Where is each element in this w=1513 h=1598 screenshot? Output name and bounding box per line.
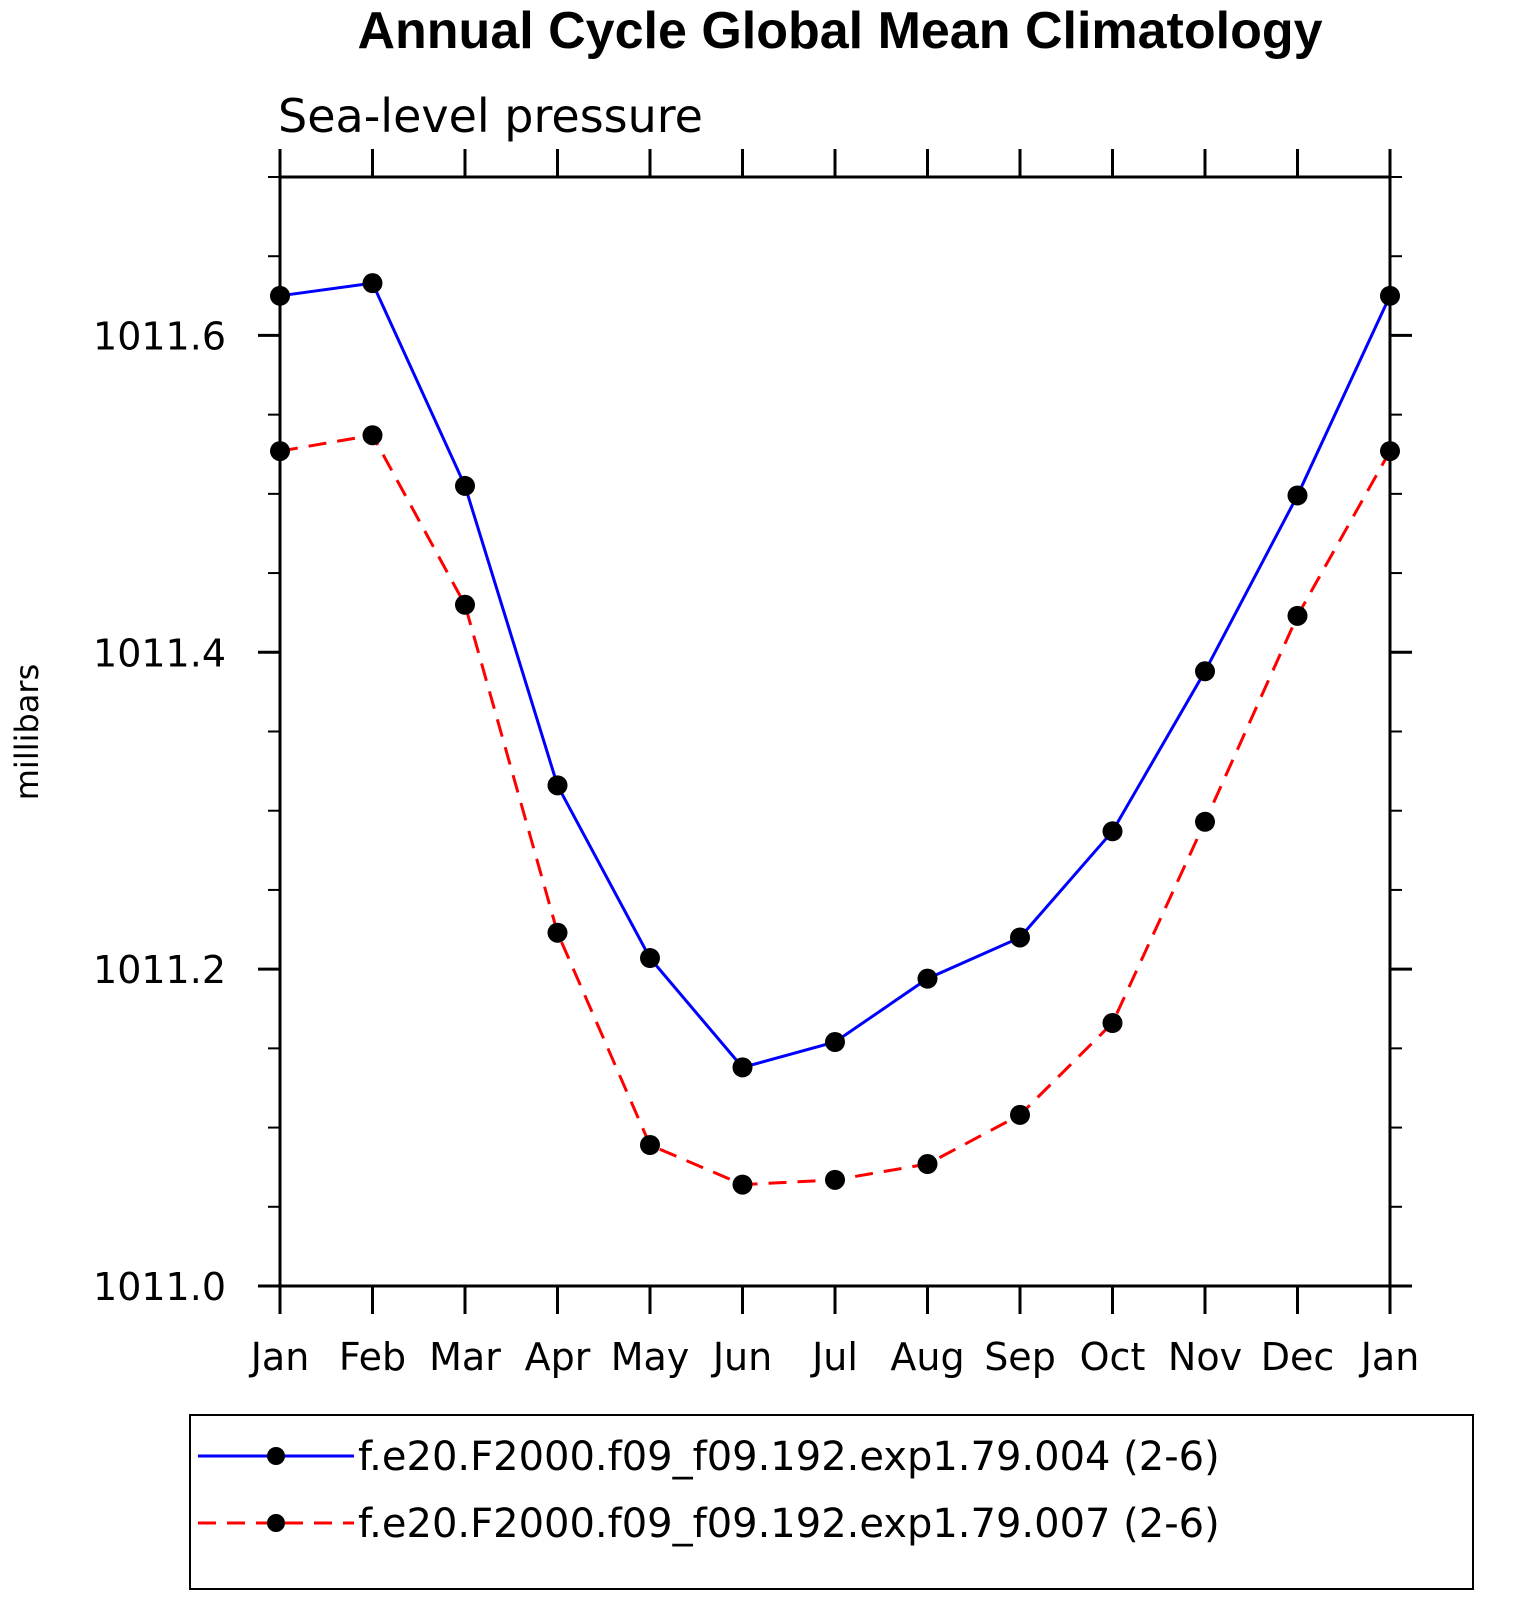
series-layer (270, 273, 1400, 1195)
chart-title: Annual Cycle Global Mean Climatology (357, 2, 1322, 60)
x-tick-label: Mar (429, 1335, 501, 1379)
y-tick-label: 1011.4 (93, 631, 226, 675)
axis-tick-labels: Jan Feb Mar Apr May Jun Jul Aug Sep Oct Nov Dec Jan 1… (93, 314, 1419, 1379)
y-tick-label: 1011.6 (93, 314, 226, 358)
data-point-series-2 (270, 441, 290, 462)
x-tick-label: Aug (890, 1335, 964, 1379)
data-point-series-1 (1195, 661, 1215, 682)
legend-marker-series-2 (267, 1514, 285, 1532)
chart-subtitle: Sea-level pressure (278, 89, 703, 143)
data-point-series-1 (1010, 927, 1030, 948)
data-point-series-1 (1102, 821, 1123, 842)
data-point-series-1 (1287, 485, 1308, 506)
data-point-series-2 (640, 1134, 660, 1155)
y-tick-label: 1011.2 (93, 948, 226, 992)
x-tick-label: Dec (1261, 1335, 1335, 1379)
data-point-series-1 (270, 285, 290, 306)
series-line-1 (279, 281, 1392, 1070)
legend: f.e20.F2000.f09_f09.192.exp1.79.004 (2-6… (189, 1414, 1474, 1590)
x-tick-label: Apr (525, 1335, 591, 1379)
x-tick-label: May (611, 1335, 690, 1379)
x-tick-label: Jul (810, 1335, 858, 1379)
data-point-series-2 (455, 594, 475, 615)
data-point-series-2 (547, 922, 568, 943)
legend-box (189, 1414, 1474, 1590)
y-tick-label: 1011.0 (93, 1265, 226, 1309)
data-point-series-2 (1102, 1013, 1123, 1034)
legend-label-series-2: f.e20.F2000.f09_f09.192.exp1.79.007 (2-6… (358, 1501, 1220, 1547)
data-point-series-2 (825, 1169, 845, 1190)
data-point-series-1 (640, 948, 660, 969)
series-line-2 (279, 433, 1392, 1187)
data-point-series-2 (1010, 1104, 1030, 1125)
data-point-series-1 (362, 273, 383, 294)
x-tick-label: Jan (249, 1335, 310, 1379)
plot-frame (278, 175, 1392, 1288)
axis-ticks (258, 149, 1412, 1314)
data-point-series-2 (1195, 811, 1215, 832)
y-axis-label: millibars (8, 664, 46, 800)
x-tick-label: Feb (339, 1335, 406, 1379)
legend-label-series-1: f.e20.F2000.f09_f09.192.exp1.79.004 (2-6… (358, 1434, 1220, 1480)
x-tick-label: Jun (711, 1335, 772, 1379)
x-tick-label: Sep (984, 1335, 1056, 1379)
data-point-series-1 (1380, 285, 1400, 306)
data-point-series-2 (362, 425, 383, 446)
data-point-series-1 (547, 775, 568, 796)
data-point-series-1 (917, 968, 938, 989)
data-point-series-2 (917, 1154, 938, 1175)
data-point-series-2 (1380, 441, 1400, 462)
data-point-series-1 (455, 475, 475, 496)
legend-marker-series-1 (267, 1447, 285, 1465)
x-tick-label: Oct (1080, 1335, 1146, 1379)
data-point-series-2 (1287, 605, 1308, 626)
data-point-series-2 (732, 1174, 753, 1195)
data-point-series-1 (732, 1057, 753, 1078)
data-point-series-1 (825, 1032, 845, 1053)
x-tick-label: Jan (1359, 1335, 1420, 1379)
x-tick-label: Nov (1168, 1335, 1242, 1379)
